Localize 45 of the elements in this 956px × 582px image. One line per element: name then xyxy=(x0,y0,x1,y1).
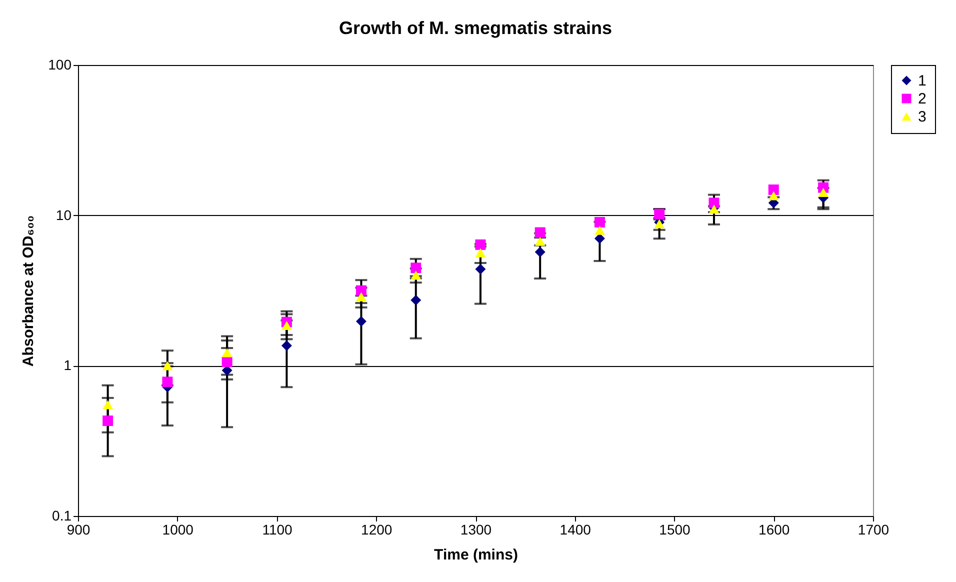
chart-title: Growth of M. smegmatis strains xyxy=(338,18,612,38)
point xyxy=(356,316,366,327)
point xyxy=(654,219,665,228)
point xyxy=(281,320,292,330)
point xyxy=(222,356,232,368)
point xyxy=(594,226,605,235)
point xyxy=(162,376,173,388)
point xyxy=(410,270,422,280)
x-tick-label: 1300 xyxy=(460,522,492,538)
x-axis-title: Time (mins) xyxy=(434,546,518,564)
y-tick-label: 100 xyxy=(48,56,72,72)
point xyxy=(162,361,173,370)
point xyxy=(768,191,779,200)
x-tick-label: 1500 xyxy=(659,522,691,538)
point xyxy=(356,292,366,302)
point xyxy=(594,233,605,244)
y-axis-title: Absorbance at OD₆₀₀ xyxy=(20,215,38,367)
point xyxy=(818,188,829,197)
x-tick-label: 900 xyxy=(66,522,90,538)
x-tick-label: 1000 xyxy=(162,522,194,538)
point xyxy=(356,285,366,296)
legend-label: 2 xyxy=(918,90,926,108)
point xyxy=(768,184,779,195)
point xyxy=(475,264,486,274)
point xyxy=(594,216,605,228)
x-tick-label: 1600 xyxy=(758,522,790,538)
point xyxy=(102,416,114,426)
y-tick-label: 1 xyxy=(64,357,72,374)
point xyxy=(534,246,546,258)
x-tick-label: 1100 xyxy=(262,522,293,538)
point xyxy=(222,348,232,358)
legend-label: 3 xyxy=(918,108,926,126)
point xyxy=(410,294,422,306)
legend-label: 1 xyxy=(918,72,926,90)
x-tick-label: 1400 xyxy=(560,522,592,538)
point xyxy=(102,400,114,410)
x-tick-label: 1200 xyxy=(361,522,392,538)
point xyxy=(475,248,486,258)
y-tick-label: 0.1 xyxy=(52,508,72,524)
point xyxy=(475,239,486,250)
point xyxy=(410,262,422,274)
y-tick-label: 10 xyxy=(56,206,72,223)
point xyxy=(534,227,546,238)
point xyxy=(281,340,292,351)
x-tick-label: 1700 xyxy=(858,522,890,538)
